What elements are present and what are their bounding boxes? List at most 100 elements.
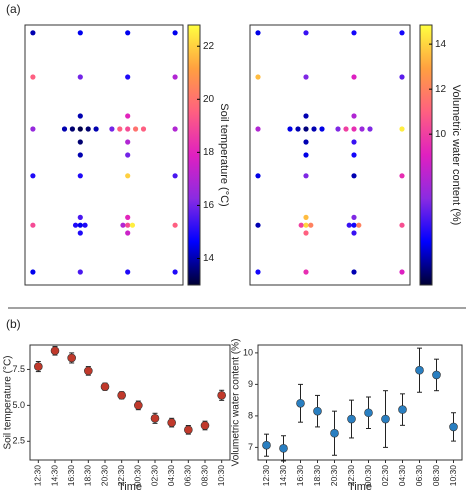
sensor-point	[125, 214, 131, 220]
sensor-point	[77, 230, 83, 236]
sensor-point	[346, 222, 352, 228]
panel-label: (b)	[6, 317, 21, 331]
sensor-point	[399, 30, 405, 36]
data-point	[150, 414, 160, 423]
sensor-point	[303, 173, 309, 179]
y-tick-label: 2.5	[12, 436, 25, 446]
sensor-point	[82, 222, 88, 228]
y-tick-label: 7	[248, 442, 253, 452]
sensor-point	[295, 126, 301, 132]
sensor-point	[77, 126, 83, 132]
sensor-point	[351, 74, 357, 80]
sensor-point	[85, 126, 91, 132]
sensor-point	[351, 113, 357, 119]
sensor-point	[351, 269, 357, 275]
sensor-point	[255, 269, 261, 275]
data-point	[184, 425, 193, 435]
x-tick-label: 10:30	[216, 465, 226, 487]
sensor-point	[399, 222, 405, 228]
x-tick-label: 02:30	[380, 465, 390, 487]
colorbar-label: Soil temperature (°C)	[218, 103, 230, 206]
sensor-point	[30, 222, 36, 228]
sensor-point	[351, 152, 357, 158]
sensor-point	[125, 173, 131, 179]
sensor-point	[351, 30, 357, 36]
x-tick-label: 04:30	[397, 465, 407, 487]
sensor-point	[77, 173, 83, 179]
sensor-point	[77, 222, 83, 228]
sensor-point	[30, 126, 36, 132]
sensor-point	[303, 74, 309, 80]
colorbar-tick-label: 10	[435, 129, 447, 140]
sensor-point	[172, 269, 178, 275]
plot-frame	[257, 344, 463, 461]
sensor-point	[303, 113, 309, 119]
sensor-point	[172, 222, 178, 228]
sensor-point	[125, 126, 131, 132]
sensor-point	[335, 126, 341, 132]
colorbar	[419, 24, 433, 286]
sensor-point	[77, 30, 83, 36]
sensor-point	[72, 222, 79, 228]
x-tick-label: 02:30	[149, 465, 159, 487]
sensor-point	[399, 173, 405, 179]
x-axis-label: Time	[348, 481, 372, 493]
colorbar-label: Volumetric water content (%)	[450, 85, 462, 226]
sensor-point	[367, 126, 373, 132]
x-tick-label: 12:30	[33, 465, 43, 487]
data-point	[100, 382, 110, 391]
sensor-point	[303, 139, 309, 145]
x-tick-label: 14:30	[278, 465, 288, 487]
sensor-point	[303, 214, 309, 220]
sensor-point	[308, 222, 314, 228]
sensor-point	[117, 126, 123, 132]
sensor-point	[303, 30, 309, 36]
data-point	[347, 414, 356, 424]
sensor-point	[319, 126, 325, 132]
panel-label: (a)	[6, 2, 21, 16]
sensor-point	[30, 74, 36, 80]
x-tick-label: 18:30	[83, 465, 93, 487]
x-axis-label: Time	[118, 481, 142, 493]
sensor-point	[77, 269, 83, 275]
y-tick-label: 10	[243, 347, 253, 357]
sensor-point	[303, 230, 309, 236]
data-point	[262, 440, 271, 450]
colorbar-tick-label: 20	[203, 94, 215, 105]
x-tick-label: 08:30	[199, 465, 209, 487]
x-tick-label: 00:30	[363, 465, 373, 487]
sensor-point	[172, 126, 178, 132]
sensor-point	[77, 214, 83, 220]
sensor-point	[30, 30, 36, 36]
sensor-point	[399, 74, 405, 80]
x-tick-label: 04:30	[166, 465, 176, 487]
sensor-point	[77, 152, 83, 158]
data-point	[84, 366, 93, 376]
sensor-point	[30, 173, 36, 179]
sensor-point	[311, 126, 317, 132]
x-tick-label: 18:30	[312, 465, 322, 487]
x-tick-label: 22:30	[346, 465, 356, 487]
sensor-point	[129, 222, 136, 228]
data-point	[313, 406, 322, 416]
x-tick-label: 16:30	[295, 465, 305, 487]
sensor-point	[125, 113, 131, 119]
x-tick-label: 06:30	[414, 465, 424, 487]
data-point	[50, 346, 60, 356]
map-frame	[249, 24, 411, 286]
x-tick-label: 12:30	[261, 465, 271, 487]
y-tick-label: 8	[248, 410, 253, 420]
data-point	[381, 414, 390, 424]
data-point	[67, 353, 76, 363]
x-tick-label: 00:30	[133, 465, 143, 487]
sensor-point	[287, 126, 293, 132]
colorbar	[187, 24, 201, 286]
sensor-point	[255, 173, 261, 179]
colorbar-tick-label: 22	[203, 41, 215, 52]
sensor-point	[125, 222, 131, 228]
y-tick-label: 9	[248, 379, 253, 389]
data-point	[398, 405, 407, 414]
data-point	[415, 365, 424, 375]
sensor-point	[351, 173, 357, 179]
sensor-point	[351, 214, 357, 220]
